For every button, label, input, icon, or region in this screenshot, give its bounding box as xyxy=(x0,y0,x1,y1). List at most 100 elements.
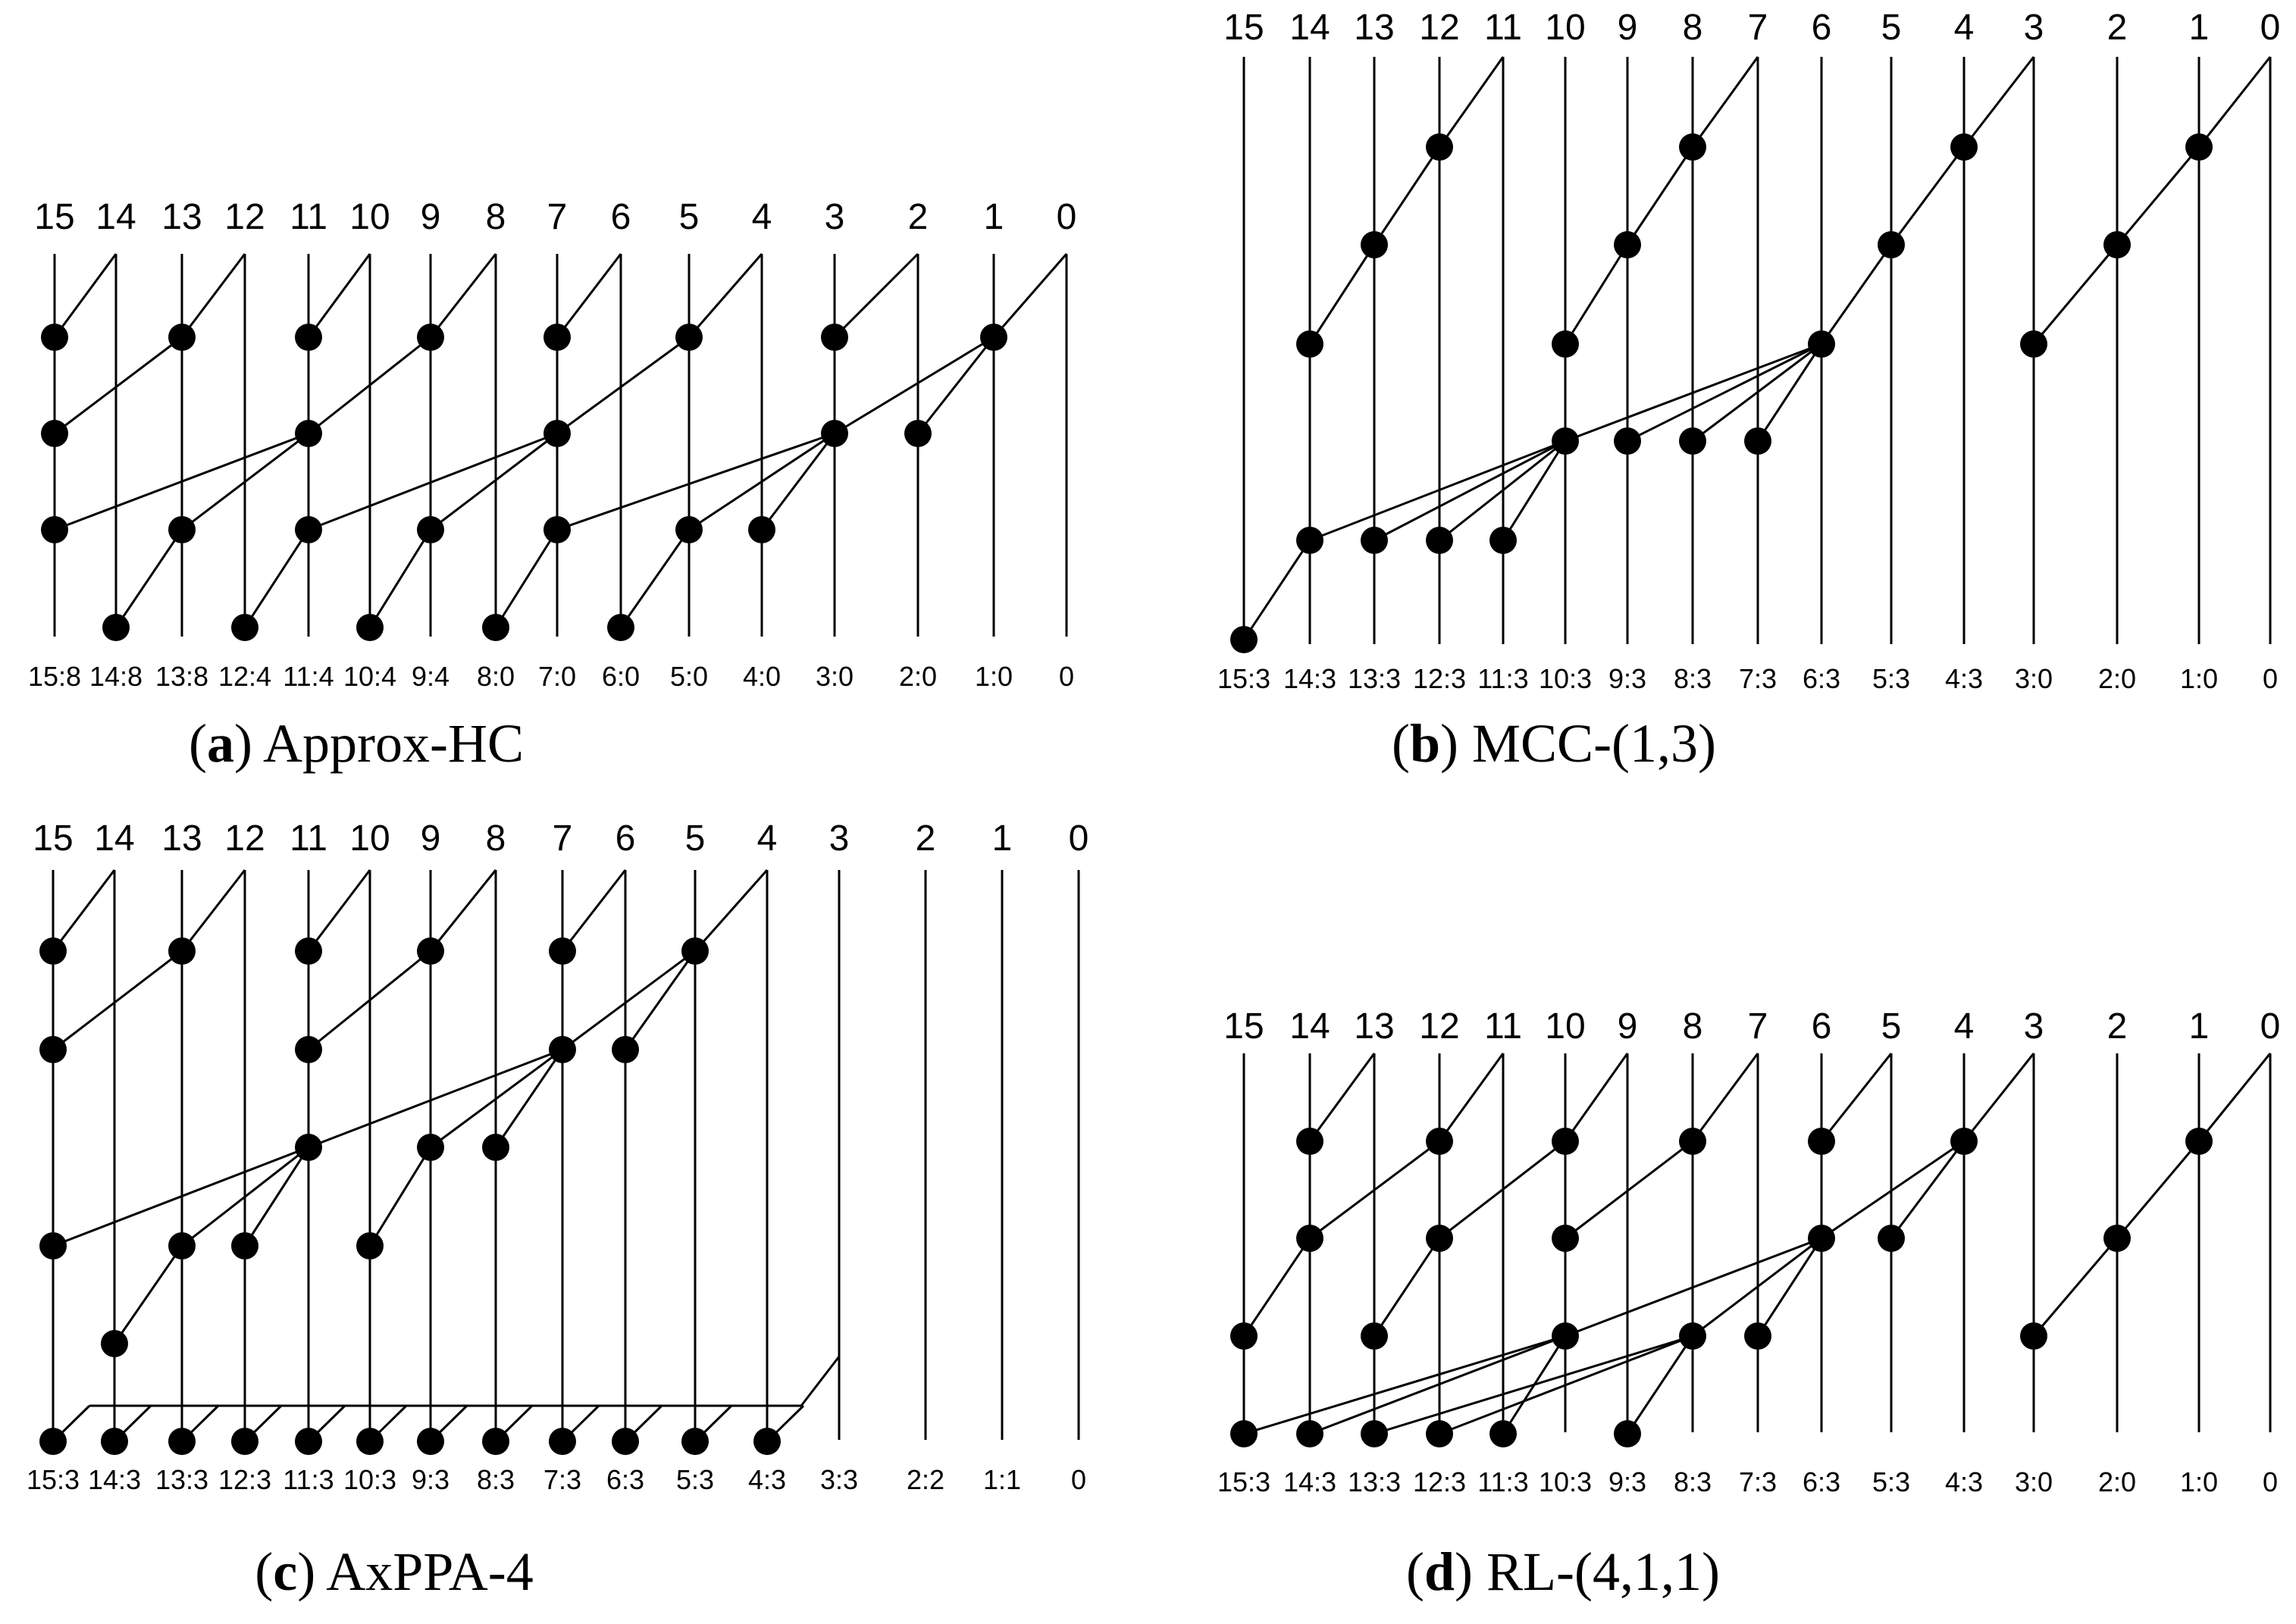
output-span-label: 2:2 xyxy=(907,1464,944,1495)
prefix-node xyxy=(543,516,571,543)
prefix-node xyxy=(1679,1322,1706,1350)
prefix-edge xyxy=(1626,146,1694,246)
prefix-edge xyxy=(1439,440,1566,542)
output-span-label: 9:3 xyxy=(1608,1466,1646,1497)
prefix-node xyxy=(295,516,322,543)
prefix-edge xyxy=(1691,1053,1759,1142)
output-span-label: 15:3 xyxy=(27,1464,80,1495)
prefix-edge xyxy=(916,336,995,434)
input-bit-label: 14 xyxy=(1289,1006,1330,1047)
prefix-edge xyxy=(308,432,558,531)
prefix-edge xyxy=(308,950,431,1051)
prefix-edge xyxy=(180,253,246,338)
output-span-label: 9:3 xyxy=(412,1464,449,1495)
input-bit-label: 2 xyxy=(2107,8,2128,48)
carry-bus-link xyxy=(800,1356,841,1407)
prefix-node xyxy=(168,937,196,965)
prefix-edge xyxy=(368,1147,432,1247)
prefix-node xyxy=(101,1428,128,1455)
output-span-label: 5:3 xyxy=(676,1464,714,1495)
input-bit-label: 10 xyxy=(349,818,390,859)
prefix-edge xyxy=(52,1146,309,1247)
prefix-node xyxy=(753,1428,781,1455)
output-span-label: 7:3 xyxy=(543,1464,581,1495)
input-bit-label: 2 xyxy=(916,818,936,859)
prefix-node xyxy=(295,324,322,351)
prefix-node xyxy=(41,420,68,447)
panel-caption: (b) MCC-(1,3) xyxy=(1392,713,1716,774)
prefix-edge xyxy=(561,869,627,952)
prefix-node xyxy=(1361,231,1388,258)
prefix-node xyxy=(231,1232,258,1259)
prefix-edge xyxy=(429,253,497,338)
prefix-edge xyxy=(1502,1335,1567,1435)
prefix-node xyxy=(168,516,196,543)
prefix-edge xyxy=(556,253,622,338)
input-bit-label: 14 xyxy=(96,197,136,237)
output-span-label: 14:8 xyxy=(89,661,143,692)
prefix-node xyxy=(1808,1128,1835,1155)
prefix-edge xyxy=(2032,1238,2119,1337)
prefix-node xyxy=(295,937,322,965)
prefix-node xyxy=(748,516,775,543)
prefix-edge xyxy=(2032,244,2119,345)
caption-title: Approx-HC xyxy=(263,713,524,774)
prefix-node xyxy=(1878,231,1905,258)
output-span-label: 0 xyxy=(1059,661,1074,692)
caption-letter: d xyxy=(1424,1541,1455,1602)
input-bit-label: 7 xyxy=(1748,1006,1768,1047)
prefix-edge xyxy=(243,529,310,628)
input-bit-label: 10 xyxy=(349,197,390,237)
prefix-edge xyxy=(1626,1335,1694,1435)
prefix-edge xyxy=(624,950,697,1050)
input-bit-label: 6 xyxy=(611,197,631,237)
output-span-label: 15:3 xyxy=(1217,1466,1270,1497)
input-bit-label: 9 xyxy=(421,197,441,237)
output-span-label: 11:4 xyxy=(283,661,334,692)
output-span-label: 2:0 xyxy=(2098,1466,2136,1497)
prefix-node xyxy=(231,1428,258,1455)
input-bit-label: 11 xyxy=(1484,8,1522,48)
output-span-label: 14:3 xyxy=(88,1464,141,1495)
output-span-label: 10:3 xyxy=(1539,1466,1592,1497)
input-bit-label: 11 xyxy=(290,818,327,859)
prefix-node xyxy=(41,516,68,543)
output-span-label: 3:3 xyxy=(820,1464,858,1495)
prefix-edge xyxy=(1309,440,1566,542)
prefix-edge xyxy=(430,432,558,531)
output-span-label: 13:3 xyxy=(1348,1466,1401,1497)
prefix-node xyxy=(2103,1225,2131,1252)
prefix-edge xyxy=(52,950,183,1051)
prefix-node xyxy=(102,614,130,641)
prefix-edge xyxy=(1962,1053,2035,1142)
prefix-edge xyxy=(1821,1140,1965,1240)
prefix-edge xyxy=(1890,1141,1966,1239)
output-span-label: 1:1 xyxy=(983,1464,1021,1495)
input-bit-label: 8 xyxy=(1683,8,1703,48)
prefix-edge xyxy=(1692,1237,1822,1338)
prefix-node xyxy=(482,614,509,641)
prefix-edge xyxy=(307,869,371,952)
prefix-node xyxy=(417,1134,444,1161)
output-span-label: 4:3 xyxy=(1945,663,1983,694)
output-span-label: 10:3 xyxy=(343,1464,396,1495)
prefix-node xyxy=(1552,1128,1579,1155)
input-bit-label: 3 xyxy=(2024,1006,2044,1047)
output-span-label: 7:3 xyxy=(1739,663,1777,694)
input-bit-label: 6 xyxy=(1812,8,1832,48)
output-span-label: 11:3 xyxy=(1477,1466,1528,1497)
output-span-label: 3:0 xyxy=(2015,663,2053,694)
prefix-node xyxy=(417,324,444,351)
input-bit-label: 0 xyxy=(1057,197,1077,237)
prefix-edge xyxy=(307,253,371,338)
prefix-node xyxy=(1296,1420,1323,1447)
prefix-node xyxy=(295,1134,322,1161)
prefix-edge xyxy=(1243,1335,1566,1435)
panel-d: 15 14 13 12 11 10 9 8 7 6 5 4 3 2 1 015:3 14:3 13:3 12:3 11… xyxy=(1217,1006,2280,1602)
input-bit-label: 12 xyxy=(224,197,265,237)
prefix-edge xyxy=(2116,1141,2200,1239)
output-span-label: 6:3 xyxy=(1803,1466,1840,1497)
prefix-node xyxy=(2103,231,2131,258)
prefix-node xyxy=(904,420,932,447)
